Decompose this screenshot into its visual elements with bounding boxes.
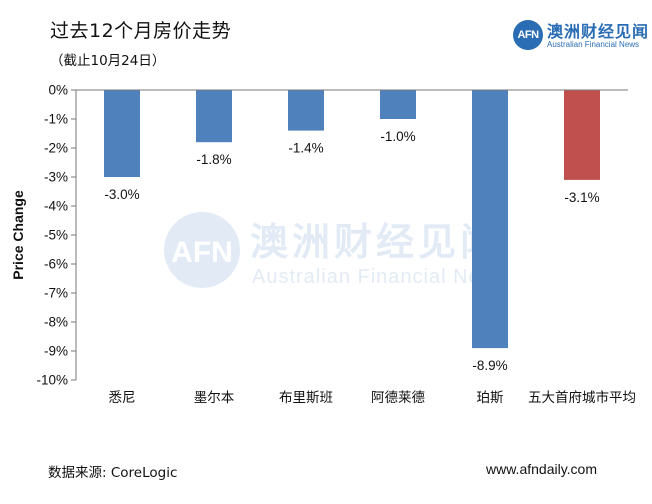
x-category-label: 阿德莱德: [371, 390, 425, 406]
y-tick-label: -4%: [44, 199, 68, 214]
bar: [472, 90, 508, 349]
y-tick-label: -2%: [44, 141, 68, 156]
website-link[interactable]: www.afndaily.com: [486, 461, 598, 477]
bar: [564, 90, 600, 180]
watermark-name-cn: 澳洲财经见闻: [250, 220, 502, 264]
x-category-label: 布里斯班: [279, 390, 333, 406]
data-source: 数据来源: CoreLogic: [48, 465, 178, 481]
x-category-label: 墨尔本: [194, 390, 235, 406]
x-category-label: 悉尼: [109, 390, 136, 406]
bar: [104, 90, 140, 177]
y-tick-label: -10%: [36, 373, 68, 388]
chart-title: 过去12个月房价走势: [50, 20, 232, 42]
y-tick-label: -5%: [44, 228, 68, 243]
afn-logo-icon: AFN: [513, 20, 543, 50]
brand-name-en: Australian Financial News: [547, 40, 640, 49]
data-label: -1.0%: [380, 129, 415, 144]
brand-name-cn: 澳洲财经见闻: [547, 22, 650, 41]
brand-logo: AFN 澳洲财经见闻 Australian Financial News: [513, 16, 648, 56]
watermark-name-en: Australian Financial News: [252, 266, 507, 288]
y-tick-label: -8%: [44, 315, 68, 330]
x-category-label: 五大首府城市平均: [528, 389, 636, 406]
data-label: -1.8%: [196, 152, 231, 167]
data-label: -3.1%: [564, 190, 599, 205]
data-label: -8.9%: [472, 358, 507, 373]
x-category-label: 珀斯: [477, 390, 504, 406]
y-tick-label: -3%: [44, 170, 68, 185]
bar: [196, 90, 232, 143]
data-label: -3.0%: [104, 187, 139, 202]
y-tick-label: -1%: [44, 112, 68, 127]
y-tick-label: 0%: [48, 83, 68, 98]
y-tick-label: -7%: [44, 286, 68, 301]
y-tick-label: -9%: [44, 344, 68, 359]
bar: [380, 90, 416, 119]
watermark: AFN 澳洲财经见闻 Australian Financial News: [164, 212, 507, 288]
chart-subtitle: （截止10月24日）: [50, 53, 166, 69]
bar: [288, 90, 324, 131]
data-label: -1.4%: [288, 141, 323, 156]
plot-area: 0% -1% -2% -3% -4% -5% -6% -7% -8% -9% -10% -3.0% 悉尼…: [36, 83, 636, 407]
y-axis-label: Price Change: [10, 190, 26, 280]
y-tick-label: -6%: [44, 257, 68, 272]
